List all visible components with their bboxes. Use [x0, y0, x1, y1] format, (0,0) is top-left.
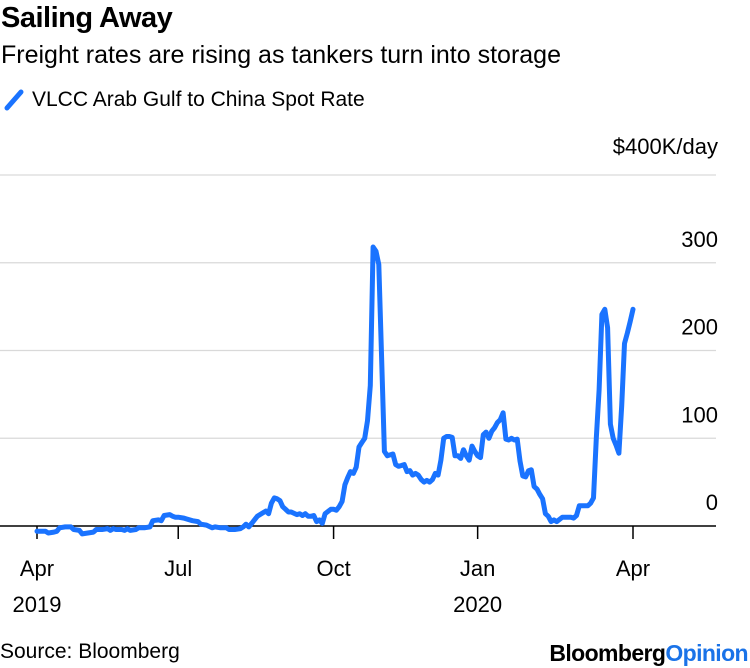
- legend: VLCC Arab Gulf to China Spot Rate: [4, 88, 365, 112]
- source-note: Source: Bloomberg: [0, 640, 180, 663]
- y-tick-label: 300: [681, 227, 718, 252]
- brand-bloomberg: Bloomberg: [549, 640, 666, 666]
- x-tick-label: Apr: [616, 556, 650, 581]
- x-tick-year-label: 2019: [13, 592, 62, 617]
- tick-labels: 0 100 200 300 Apr 2019 Jul Oct Jan 2020 Apr: [13, 227, 718, 617]
- chart-subtitle: Freight rates are rising as tankers turn…: [1, 41, 561, 69]
- y-tick-label: 100: [681, 402, 718, 427]
- x-tick-label: Jul: [164, 556, 192, 581]
- brand-opinion: Opinion: [665, 640, 748, 666]
- bloomberg-opinion-logo: BloombergOpinion: [549, 640, 748, 667]
- x-axis: [0, 525, 716, 539]
- x-tick-label: Apr: [20, 556, 54, 581]
- x-tick-label: Jan: [460, 556, 495, 581]
- legend-label: VLCC Arab Gulf to China Spot Rate: [32, 88, 365, 111]
- y-tick-label: 200: [681, 315, 718, 340]
- x-tick-year-label: 2020: [453, 592, 502, 617]
- legend-swatch-icon: [4, 89, 24, 111]
- y-axis-unit-label: $400K/day: [612, 134, 718, 159]
- chart-title: Sailing Away: [1, 2, 173, 34]
- x-tick-label: Oct: [316, 556, 350, 581]
- series-line-vlcc: [34, 244, 636, 537]
- y-tick-label: 0: [706, 490, 718, 515]
